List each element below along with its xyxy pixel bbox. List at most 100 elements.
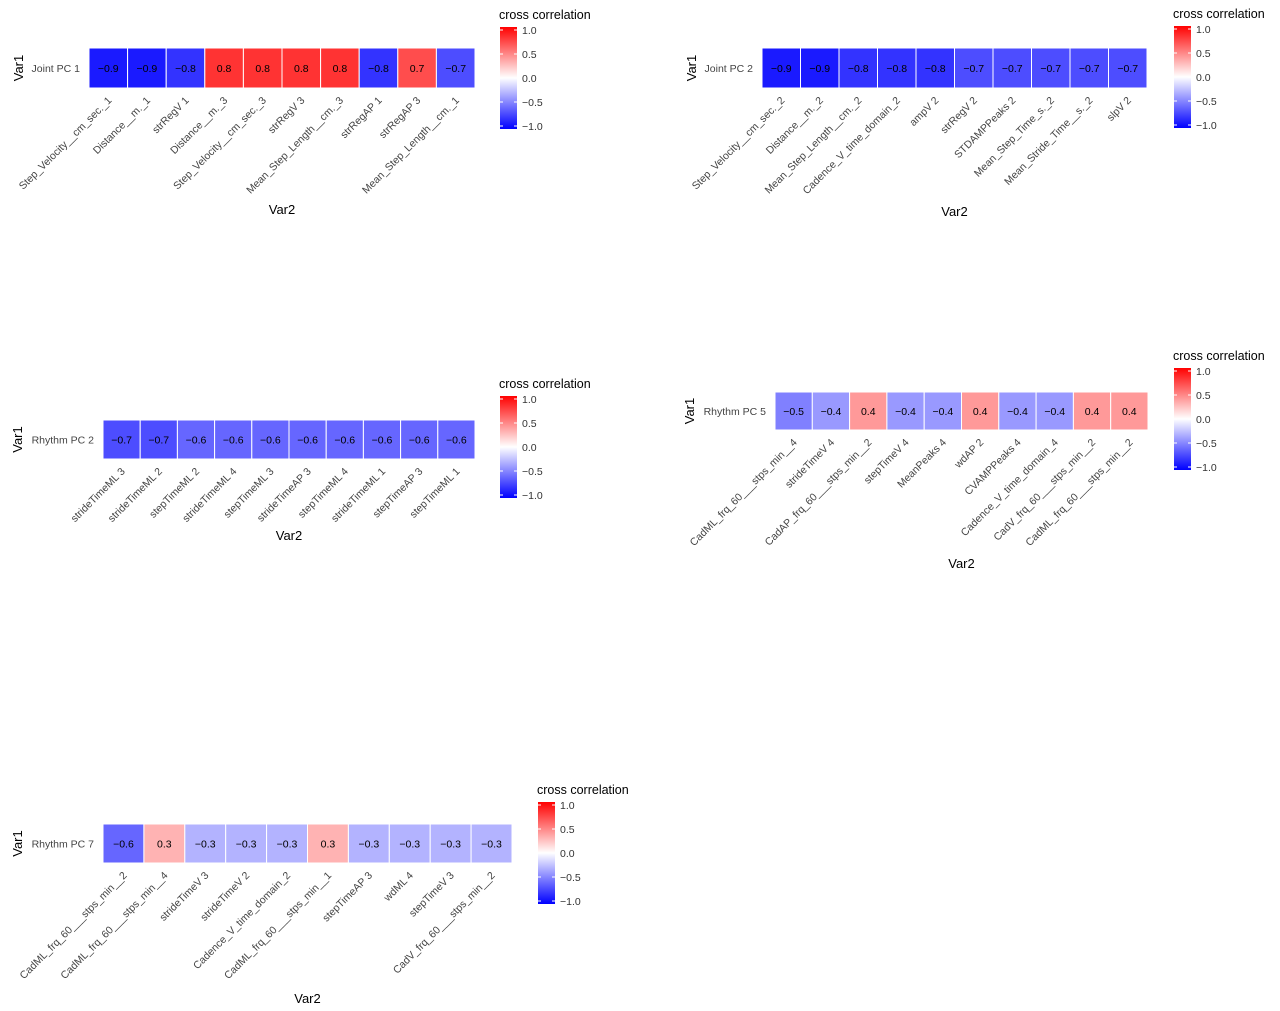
heatmap-tile (1108, 47, 1148, 89)
tile-value-label: −0.8 (175, 63, 196, 75)
tile-value-label: 0.8 (217, 63, 232, 75)
heatmap-tile (1031, 47, 1071, 89)
tile-value-label: −0.6 (409, 435, 430, 447)
tile-value-label: −0.8 (925, 63, 946, 75)
tile-value-label: −0.3 (481, 839, 502, 851)
tile-value-label: −0.4 (821, 406, 842, 418)
legend-tick-label: 0.5 (522, 418, 537, 430)
heatmap-panel: Var1 Rhythm PC 5 −0.5 −0.4 0.4 −0.4 −0.4 0.4 −0.… (682, 349, 1265, 571)
x-axis-title: Var2 (948, 556, 975, 571)
tile-value-label: −0.3 (277, 839, 298, 851)
heatmap-tile (774, 391, 813, 431)
tile-value-label: 0.7 (410, 63, 425, 75)
tile-value-label: 0.4 (1085, 406, 1100, 418)
legend-tick-label: 0.0 (1196, 72, 1211, 84)
tile-value-label: −0.3 (440, 839, 461, 851)
tile-value-label: −0.6 (297, 435, 318, 447)
heatmap-tile (429, 823, 472, 864)
y-axis-title: Var1 (10, 830, 25, 857)
heatmap-tile (1035, 391, 1074, 431)
legend-tick-label: 0.5 (560, 824, 575, 836)
tile-value-label: −0.6 (446, 435, 467, 447)
tile-value-label: −0.4 (895, 406, 916, 418)
tile-value-label: −0.8 (886, 63, 907, 75)
color-legend: cross correlation 1.0 0.5 0.0 −0.5 −1.0 (499, 8, 591, 133)
legend-tick-label: 0.0 (560, 848, 575, 860)
legend-colorbar (500, 396, 517, 498)
tile-value-label: −0.3 (399, 839, 420, 851)
heatmap-tile (362, 419, 402, 460)
legend-title: cross correlation (499, 377, 591, 391)
tile-value-label: 0.8 (255, 63, 270, 75)
row-label: Joint PC 2 (705, 63, 754, 75)
heatmap-tile (347, 823, 390, 864)
heatmap-tile (1072, 391, 1112, 431)
heatmap-tile (281, 47, 322, 89)
heatmap-tile (139, 419, 178, 460)
heatmap-tile (800, 47, 840, 89)
heatmap-tile (225, 823, 268, 864)
tile-value-label: −0.7 (148, 435, 169, 447)
tile-value-label: −0.8 (848, 63, 869, 75)
tile-value-label: 0.4 (973, 406, 988, 418)
heatmap-tile (877, 47, 917, 89)
heatmap-tile (358, 47, 399, 89)
legend-tick-label: −1.0 (1196, 462, 1217, 474)
tile-value-label: −0.3 (358, 839, 379, 851)
heatmap-tile (251, 419, 290, 460)
legend-colorbar (1174, 26, 1191, 128)
x-axis-title: Var2 (941, 204, 968, 219)
color-legend: cross correlation 1.0 0.5 0.0 −0.5 −1.0 (499, 377, 591, 502)
tile-value-label: −0.7 (445, 63, 466, 75)
heatmap-tile (1110, 391, 1149, 431)
heatmap-tile (915, 47, 955, 89)
x-axis-title: Var2 (294, 991, 321, 1006)
x-tick-label: wdAP 2 (952, 437, 987, 472)
legend-colorbar (1174, 368, 1191, 470)
tile-value-label: −0.8 (368, 63, 389, 75)
heatmap-tile (88, 47, 129, 89)
heatmap-tile (470, 823, 513, 864)
legend-title: cross correlation (1173, 349, 1265, 363)
heatmap-panel: Var1 Joint PC 1 −0.9 −0.9 −0.8 0.8 0.8 0.8 0.8 −0… (11, 8, 591, 217)
y-axis-title: Var1 (10, 426, 25, 453)
legend-tick-label: 1.0 (560, 800, 575, 812)
legend-title: cross correlation (499, 8, 591, 22)
heatmap-tile (288, 419, 327, 460)
heatmap-tile (320, 47, 360, 89)
heatmap-tile (811, 391, 851, 431)
tile-value-label: 0.3 (157, 839, 172, 851)
legend-tick-label: 1.0 (1196, 366, 1211, 378)
tile-value-label: 0.4 (1122, 406, 1137, 418)
heatmap-tile (435, 47, 476, 89)
tile-value-label: −0.5 (783, 406, 804, 418)
heatmap-tile (325, 419, 364, 460)
heatmap-tile (388, 823, 431, 864)
heatmap-tile (761, 47, 801, 89)
legend-colorbar (538, 802, 555, 904)
heatmap-tile (437, 419, 476, 460)
y-axis-title: Var1 (684, 55, 699, 82)
legend-tick-label: 0.5 (1196, 48, 1211, 60)
tile-value-label: −0.4 (1007, 406, 1028, 418)
tile-value-label: −0.9 (98, 63, 119, 75)
tile-value-label: −0.4 (1044, 406, 1065, 418)
tile-value-label: −0.7 (111, 435, 132, 447)
tile-value-label: −0.7 (963, 63, 984, 75)
heatmap-tile (849, 391, 888, 431)
legend-tick-label: −0.5 (1196, 96, 1217, 108)
legend-tick-label: 0.5 (1196, 390, 1211, 402)
color-legend: cross correlation 1.0 0.5 0.0 −0.5 −1.0 (1173, 7, 1265, 132)
legend-title: cross correlation (537, 783, 629, 797)
heatmap-panel: Var1 Rhythm PC 7 −0.6 0.3 −0.3 −0.3 −0.3 0.3 −0.… (10, 783, 629, 1006)
legend-tick-label: −0.5 (522, 97, 543, 109)
tile-value-label: −0.7 (1079, 63, 1100, 75)
heatmap-tile (397, 47, 437, 89)
tile-value-label: −0.7 (1117, 63, 1138, 75)
tile-value-label: −0.3 (236, 839, 257, 851)
tile-value-label: −0.3 (195, 839, 216, 851)
heatmap-tile (954, 47, 994, 89)
tile-value-label: −0.7 (1002, 63, 1023, 75)
color-legend: cross correlation 1.0 0.5 0.0 −0.5 −1.0 (537, 783, 629, 908)
